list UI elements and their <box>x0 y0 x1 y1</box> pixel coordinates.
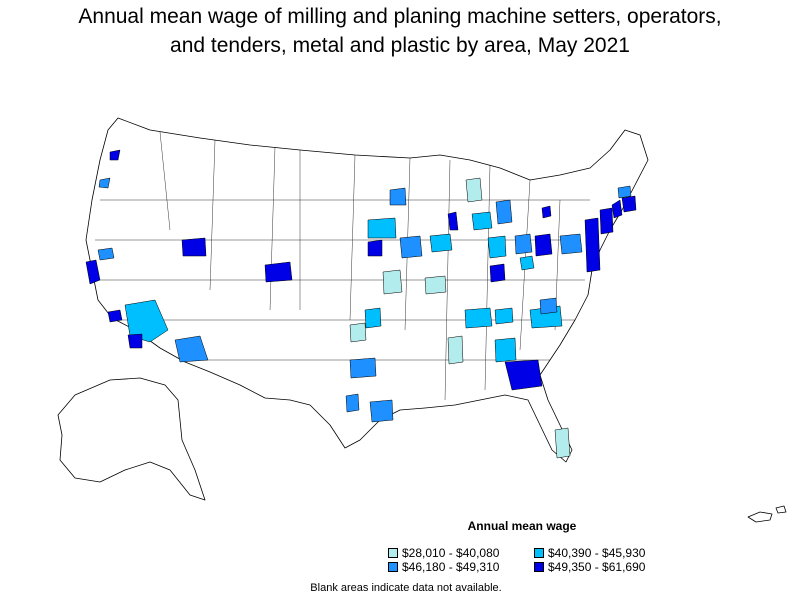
area-carolinas-2 <box>539 297 558 315</box>
area-austin <box>345 393 360 413</box>
area-phoenix <box>174 335 209 363</box>
legend-label-2: $40,390 - $45,930 <box>548 546 646 560</box>
area-bay-area <box>85 259 101 285</box>
area-indiana <box>487 235 507 259</box>
area-missouri <box>382 269 403 295</box>
area-wisconsin <box>367 217 397 239</box>
area-georgia <box>504 359 543 391</box>
area-michigan <box>465 177 483 203</box>
legend-label-1: $28,010 - $40,080 <box>402 546 500 560</box>
area-denver <box>264 261 293 283</box>
area-mississippi <box>447 335 464 365</box>
area-grand-rapids <box>471 211 493 231</box>
area-tennessee <box>494 307 514 325</box>
map-title-line-1: Annual mean wage of milling and planing … <box>78 5 722 28</box>
area-new-jersey <box>584 217 601 273</box>
hawaii-island <box>775 505 787 514</box>
area-seattle <box>109 149 121 161</box>
area-boston <box>621 195 637 213</box>
area-illinois <box>399 235 423 259</box>
map-title-line-2: and tenders, metal and plastic by area, … <box>170 34 630 57</box>
area-upstate-ny <box>541 205 552 219</box>
area-detroit <box>495 199 513 225</box>
map-title: Annual mean wage of milling and planing … <box>0 2 800 60</box>
area-tulsa <box>364 307 382 329</box>
area-portland <box>98 177 111 189</box>
area-ohio-2 <box>534 233 553 257</box>
area-st-louis <box>424 275 447 295</box>
area-alabama <box>494 337 517 363</box>
legend-item-2: $40,390 - $45,930 <box>534 546 645 560</box>
area-san-diego <box>127 333 143 349</box>
area-ohio-3 <box>519 255 535 271</box>
area-ohio-1 <box>514 233 533 255</box>
legend-item-3: $46,180 - $49,310 <box>388 560 499 574</box>
area-inland-empire <box>124 299 169 343</box>
footnote: Blank areas indicate data not available. <box>310 582 502 594</box>
legend-swatch-3 <box>388 562 398 572</box>
hawaii-island <box>747 511 773 523</box>
legend-item-4: $49,350 - $61,690 <box>534 560 645 574</box>
area-milwaukee <box>447 211 459 231</box>
area-houston <box>369 399 394 423</box>
area-maine <box>617 185 632 199</box>
legend-swatch-2 <box>534 548 544 558</box>
legend-swatch-4 <box>534 562 544 572</box>
area-connecticut <box>611 199 623 219</box>
area-minneapolis <box>389 187 407 206</box>
area-new-york <box>599 207 614 235</box>
area-los-angeles <box>107 309 123 323</box>
area-salt-lake-city <box>181 237 207 257</box>
legend-label-4: $49,350 - $61,690 <box>548 560 646 574</box>
legend-swatch-1 <box>388 548 398 558</box>
area-oklahoma <box>349 322 367 343</box>
area-iowa <box>367 239 383 257</box>
area-pennsylvania <box>559 233 583 255</box>
legend-item-1: $28,010 - $40,080 <box>388 546 499 560</box>
area-sacramento <box>97 247 115 261</box>
metro-areas <box>85 149 637 459</box>
alaska-outline <box>57 377 206 501</box>
area-indianapolis <box>489 263 506 283</box>
area-florida <box>554 427 571 459</box>
area-kentucky <box>464 307 493 329</box>
legend-title: Annual mean wage <box>467 519 577 533</box>
legend-label-3: $46,180 - $49,310 <box>402 560 500 574</box>
area-chicago <box>429 233 453 253</box>
area-dallas <box>349 357 377 379</box>
